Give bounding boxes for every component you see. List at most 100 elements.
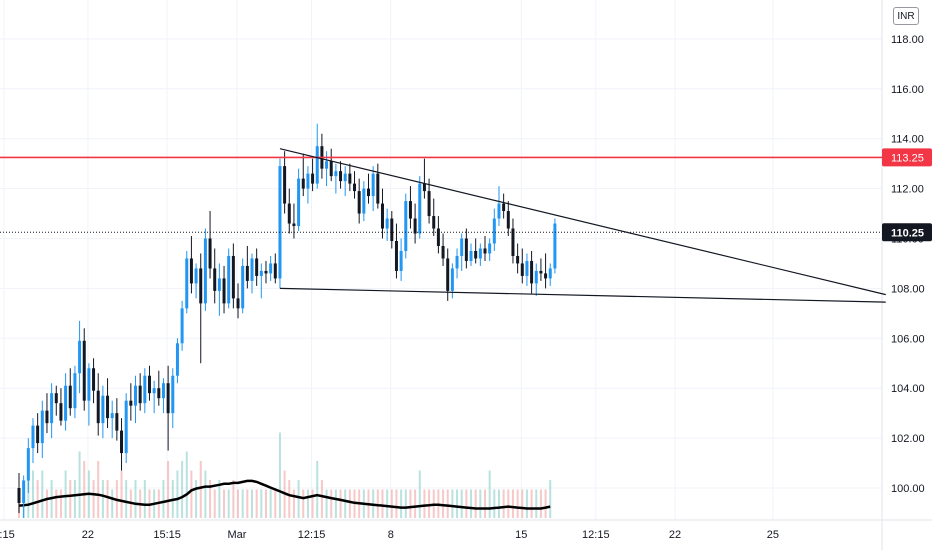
candle-body xyxy=(492,218,496,244)
volume-bar xyxy=(162,480,165,518)
currency-badge[interactable]: INR xyxy=(893,7,919,25)
volume-bar xyxy=(460,489,463,518)
volume-bar xyxy=(274,489,277,518)
candle-body xyxy=(273,263,277,279)
candle-body xyxy=(306,173,310,189)
candle-body xyxy=(544,273,548,279)
volume-bar xyxy=(348,489,351,518)
volume-bar xyxy=(134,480,137,518)
candle-body xyxy=(45,410,49,424)
volume-bar xyxy=(251,489,253,518)
volume-bar xyxy=(185,451,188,518)
volume-bar xyxy=(64,470,67,518)
candle-body xyxy=(110,413,114,419)
candle-body xyxy=(474,250,478,259)
resistance-price-label: 113.25 xyxy=(891,152,924,164)
candle-body xyxy=(497,203,501,219)
volume-bar xyxy=(302,489,305,518)
volume-bar xyxy=(442,489,445,518)
candle-body xyxy=(413,218,417,234)
volume-bar xyxy=(232,480,235,518)
time-tick-label: 15 xyxy=(515,529,527,541)
price-tick-label: 114.00 xyxy=(891,134,924,146)
volume-bar xyxy=(465,489,468,518)
candle-body xyxy=(483,248,487,254)
candle-body xyxy=(315,146,319,184)
candle-body xyxy=(189,258,193,284)
candle-body xyxy=(334,171,338,177)
candle-body xyxy=(161,383,165,399)
candle-body xyxy=(469,250,473,261)
volume-bar xyxy=(223,489,226,518)
candle-body xyxy=(278,166,282,279)
candles xyxy=(17,123,557,518)
candle-body xyxy=(40,410,44,444)
volume-bar xyxy=(55,489,58,518)
volume-bar xyxy=(167,461,170,518)
candle-body xyxy=(236,298,240,309)
candle-body xyxy=(301,178,305,189)
candle-body xyxy=(101,395,105,424)
last-price-label: 110.25 xyxy=(891,227,924,239)
volume-bar xyxy=(502,489,505,518)
volume-bar xyxy=(479,489,482,518)
volume-bar xyxy=(474,489,477,518)
volume-bar xyxy=(111,489,114,518)
volume-bar xyxy=(497,489,500,518)
volume-ma-line xyxy=(18,479,551,510)
volume-bar xyxy=(395,489,398,518)
drawings xyxy=(0,148,886,303)
candle-body xyxy=(520,263,524,276)
volume-bar xyxy=(106,480,109,518)
volume-bar xyxy=(488,470,491,518)
volume-bar xyxy=(339,489,342,518)
time-tick-label: 12:15 xyxy=(582,529,610,541)
volume-bar xyxy=(376,489,379,518)
candle-body xyxy=(362,188,366,214)
candle-body xyxy=(64,385,68,421)
candle-body xyxy=(441,245,445,259)
price-tick-label: 108.00 xyxy=(891,283,925,295)
candle-body xyxy=(287,203,291,224)
candle-body xyxy=(422,183,426,192)
candle-body xyxy=(87,368,91,401)
time-tick-label: 12:15 xyxy=(298,529,326,541)
volume-bar xyxy=(423,489,426,518)
candle-body xyxy=(203,238,207,304)
candle-body xyxy=(217,278,221,291)
candle-body xyxy=(208,238,212,269)
volume-bar xyxy=(428,489,431,518)
volume-bar xyxy=(195,480,198,518)
volume-bar xyxy=(59,489,62,518)
volume-bar xyxy=(213,489,216,518)
candle-body xyxy=(227,255,231,304)
candle-body xyxy=(120,430,124,454)
volume-bar xyxy=(470,489,473,518)
candle-body xyxy=(534,270,538,284)
candle-body xyxy=(259,270,263,276)
candle-body xyxy=(511,228,515,256)
candle-body xyxy=(525,260,529,276)
candle-body xyxy=(394,240,398,271)
volume-bar xyxy=(381,489,384,518)
volume-bar xyxy=(521,489,524,518)
price-tick-label: 104.00 xyxy=(891,383,925,395)
trendline[interactable] xyxy=(279,148,886,296)
volume-bars xyxy=(18,432,552,518)
candle-body xyxy=(446,258,450,291)
volume-bar xyxy=(31,470,34,518)
candle-body xyxy=(241,265,245,309)
candle-body xyxy=(138,385,142,404)
candle-body xyxy=(68,385,72,409)
candle-body xyxy=(464,238,468,261)
candle-body xyxy=(283,166,287,204)
time-tick-label: 25 xyxy=(767,529,779,541)
trendline[interactable] xyxy=(279,287,886,303)
volume-bar xyxy=(316,461,319,518)
candle-body xyxy=(124,400,128,454)
candle-body xyxy=(152,388,156,394)
candle-body xyxy=(502,203,506,212)
time-tick-label: 22 xyxy=(669,529,681,541)
